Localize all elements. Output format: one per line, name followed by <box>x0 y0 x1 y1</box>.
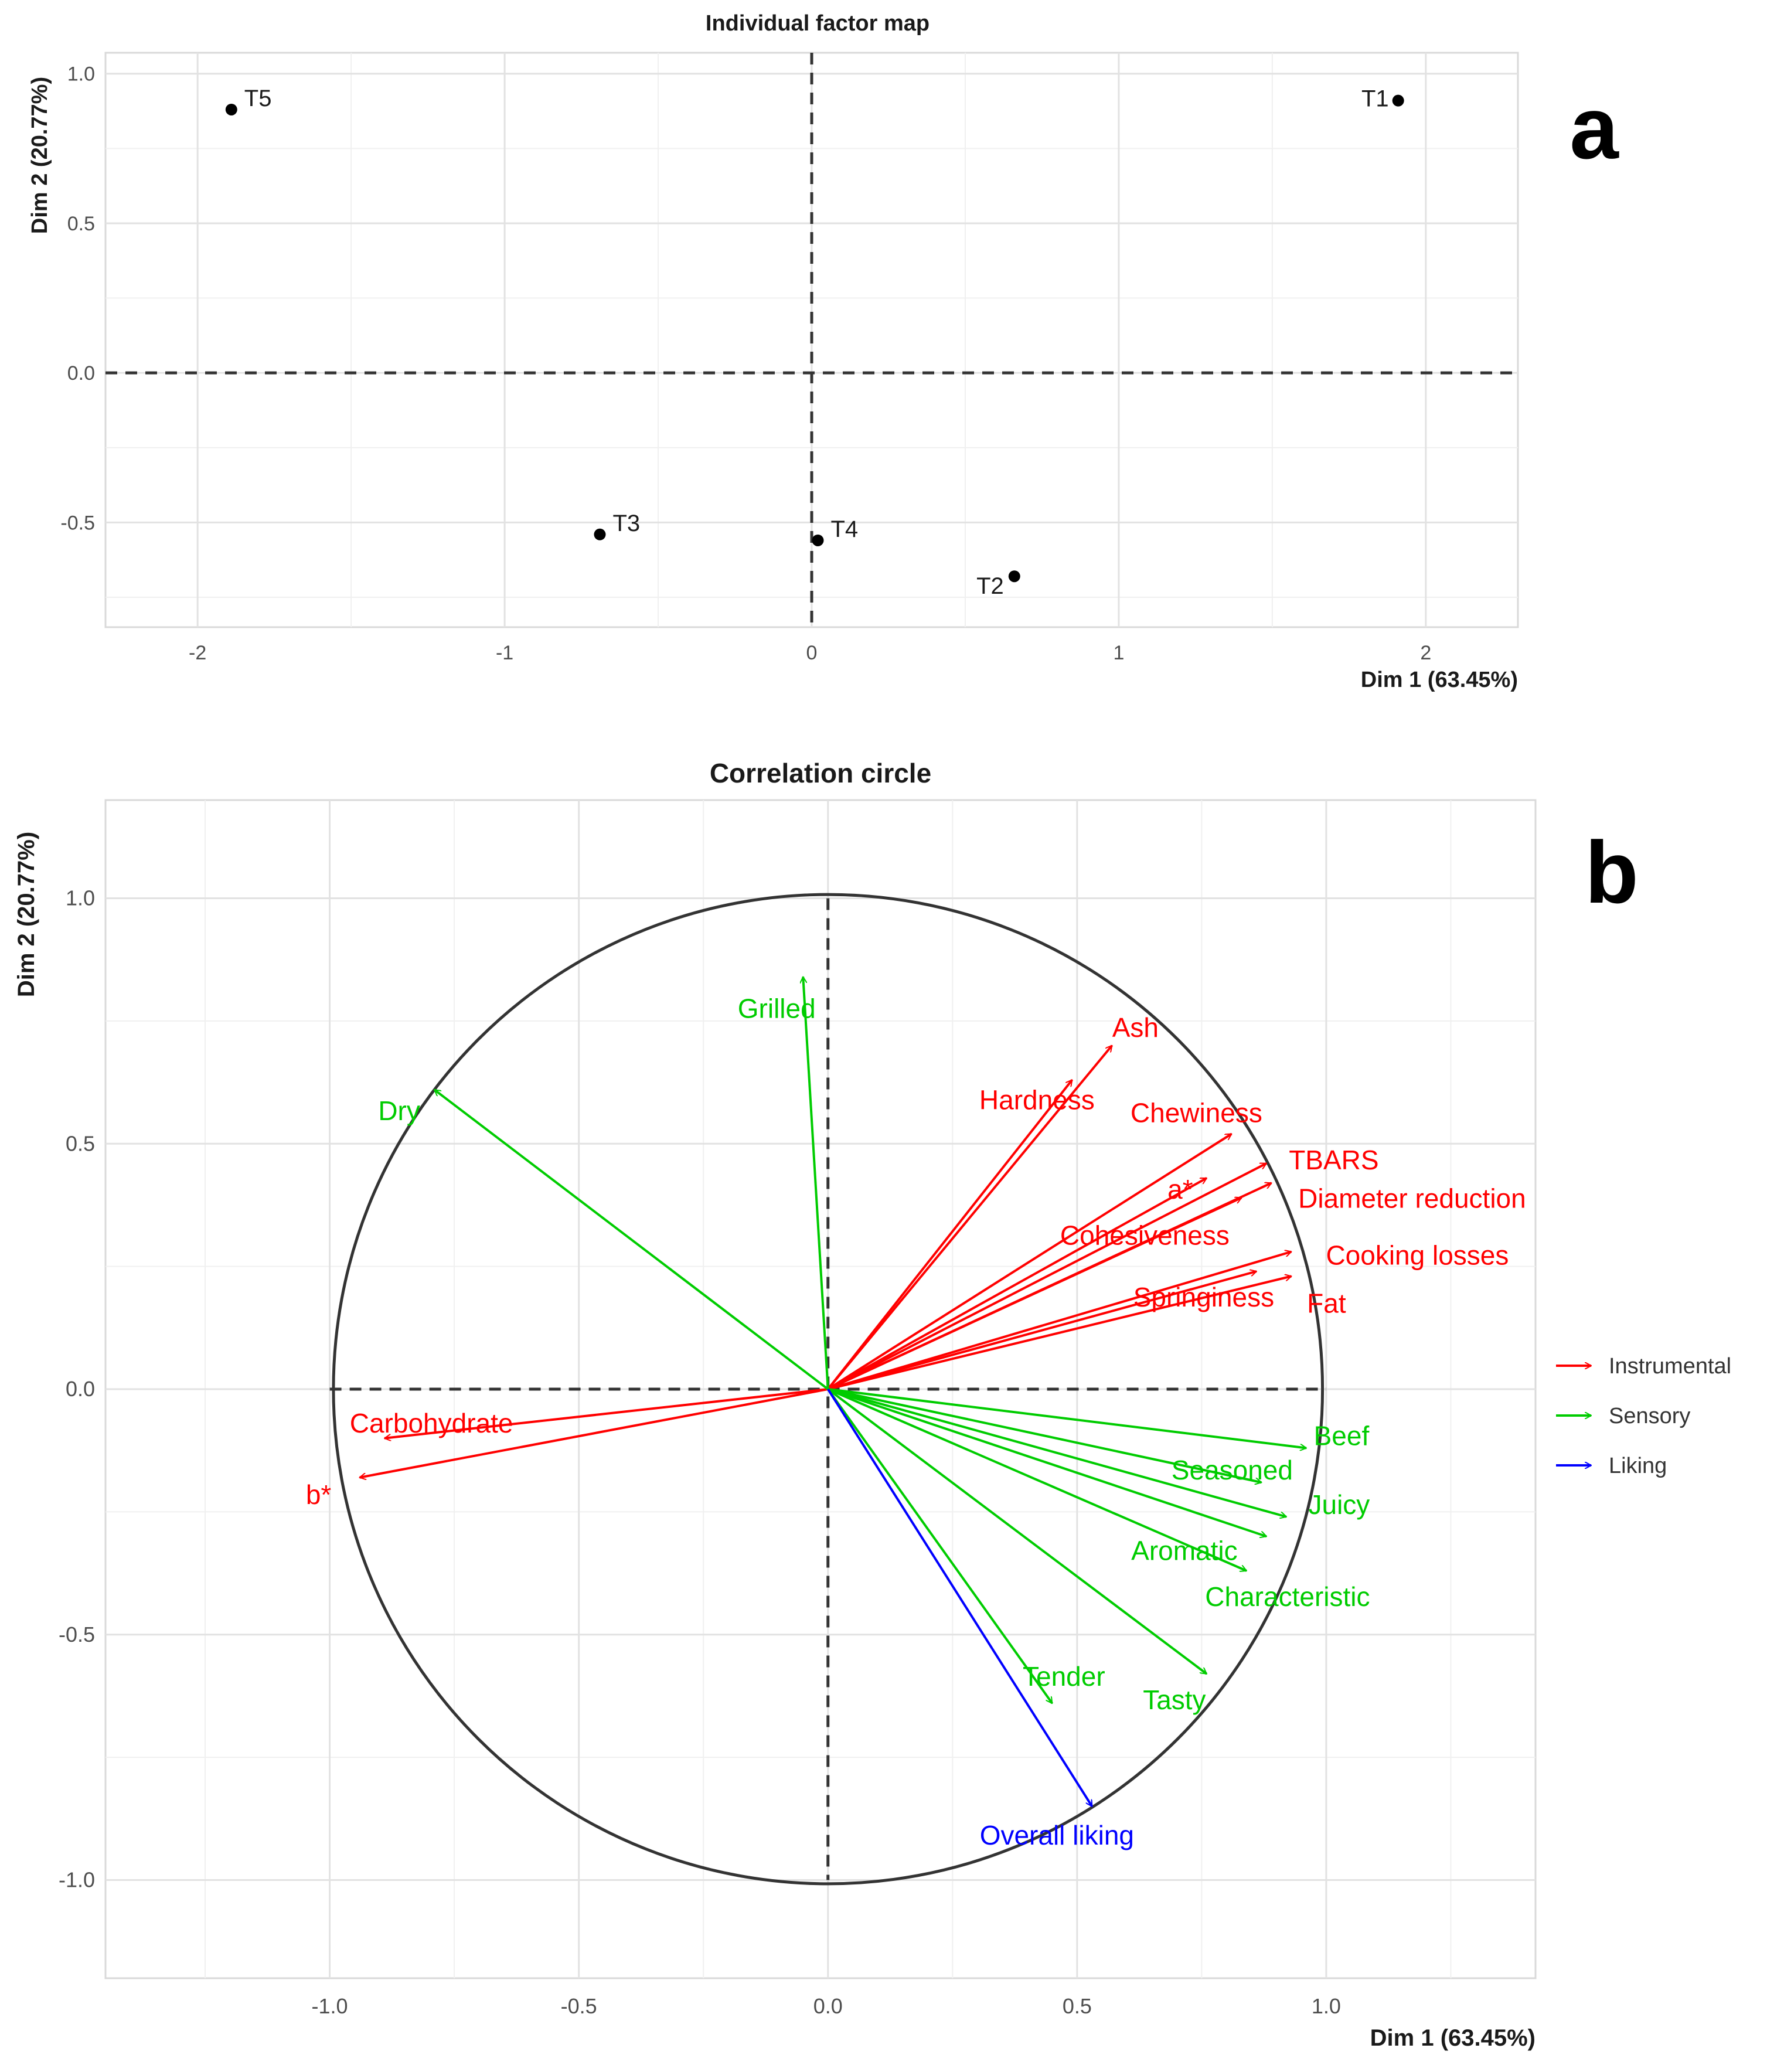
vector-label-b: b* <box>306 1479 332 1510</box>
panel-b-x-ticks: -1.0 -0.5 0.0 0.5 1.0 <box>312 1994 1341 2018</box>
x-tick-label: 0.5 <box>1063 1994 1092 2018</box>
vector-tender <box>827 1388 1053 1703</box>
x-tick-label: 1.0 <box>1312 1994 1341 2018</box>
vector-label-beef: Beef <box>1314 1421 1370 1451</box>
panel-a-y-axis-title: Dim 2 (20.77%) <box>28 77 52 234</box>
individual-factor-map: Individual factor map -2 -1 0 1 2 -0.5 0.0 0.5… <box>28 11 1619 692</box>
vector-springiness <box>828 1271 1257 1390</box>
vector-dry <box>434 1088 829 1390</box>
vector-fat <box>828 1276 1292 1390</box>
correlation-circle: Correlation circle -1.0 -0.5 0.0 0.5 1.0 -1.… <box>13 758 1731 2051</box>
x-tick-label: -1.0 <box>312 1994 348 2018</box>
point-t3 <box>594 528 606 540</box>
vector-label-cooking-losses: Cooking losses <box>1326 1240 1509 1271</box>
x-tick-label: -0.5 <box>561 1994 597 2018</box>
vector-tbars <box>827 1162 1266 1390</box>
vector-label-fat: Fat <box>1307 1288 1346 1318</box>
x-tick-label: 1 <box>1113 642 1124 664</box>
x-tick-label: 0.0 <box>813 1994 843 2018</box>
vector-label-dry: Dry <box>378 1095 420 1126</box>
unit-circle <box>332 893 1325 1886</box>
point-t5 <box>225 103 237 115</box>
panel-b-x-axis-title: Dim 1 (63.45%) <box>1370 2025 1536 2051</box>
legend-label-liking: Liking <box>1609 1454 1667 1478</box>
vector-label-ash: Ash <box>1112 1012 1159 1043</box>
x-tick-label: -2 <box>189 642 206 664</box>
y-tick-label: 0.0 <box>66 1377 95 1401</box>
vector-label-overall-liking: Overall liking <box>980 1820 1134 1850</box>
vector-grilled <box>803 977 829 1390</box>
panel-a-grid <box>105 53 1518 627</box>
vector-hardness <box>827 1080 1073 1390</box>
y-tick-label: 0.0 <box>67 362 95 385</box>
panel-b-y-axis-title: Dim 2 (20.77%) <box>13 832 39 997</box>
point-label-t3: T3 <box>613 511 641 536</box>
vector-label-seasoned: Seasoned <box>1172 1455 1293 1485</box>
panel-a-points: T1 T2 T3 T4 T5 <box>225 86 1404 599</box>
y-tick-label: -0.5 <box>60 512 95 534</box>
y-tick-label: -0.5 <box>59 1622 95 1646</box>
x-tick-label: 0 <box>806 642 818 664</box>
vector-label-characteristic: Characteristic <box>1205 1581 1370 1612</box>
y-tick-label: 1.0 <box>67 63 95 86</box>
vector-label-carbohydrate: Carbohydrate <box>350 1408 513 1438</box>
vector-label-juicy: Juicy <box>1309 1489 1370 1520</box>
y-tick-label: 1.0 <box>66 886 95 910</box>
vector-seasoned <box>828 1388 1262 1482</box>
vector-b <box>360 1388 829 1478</box>
vector-label-hardness: Hardness <box>979 1084 1095 1115</box>
panel-a-x-axis-title: Dim 1 (63.45%) <box>1361 668 1518 692</box>
vector-label-tender: Tender <box>1023 1661 1105 1692</box>
vector-beef <box>828 1388 1306 1448</box>
y-tick-label: 0.5 <box>67 213 95 235</box>
y-tick-label: -1.0 <box>59 1868 95 1892</box>
point-label-t4: T4 <box>830 516 858 542</box>
vector-cohesiveness <box>827 1197 1242 1390</box>
panel-a-x-ticks: -2 -1 0 1 2 <box>189 642 1431 664</box>
panel-b-title: Correlation circle <box>710 758 931 788</box>
legend: Instrumental Sensory Liking <box>1556 1354 1731 1478</box>
panel-a-y-ticks: -0.5 0.0 0.5 1.0 <box>60 63 95 535</box>
panel-a-letter: a <box>1569 79 1619 177</box>
vector-aromatic <box>828 1388 1266 1536</box>
vector-label-grilled: Grilled <box>738 994 816 1024</box>
vector-tasty <box>827 1388 1207 1675</box>
vector-characteristic <box>827 1388 1247 1571</box>
vector-label-tbars: TBARS <box>1289 1145 1378 1175</box>
vector-label-diameter-reduction: Diameter reduction <box>1298 1183 1526 1213</box>
x-tick-label: 2 <box>1420 642 1431 664</box>
vector-label-cohesiveness: Cohesiveness <box>1060 1220 1230 1250</box>
vector-label-tasty: Tasty <box>1143 1685 1206 1715</box>
point-label-t5: T5 <box>244 86 272 111</box>
point-t4 <box>812 534 824 546</box>
vector-carbohydrate <box>384 1388 828 1438</box>
vector-chewiness <box>827 1132 1232 1390</box>
vector-a <box>827 1177 1207 1390</box>
x-tick-label: -1 <box>496 642 513 664</box>
vector-cooking-losses <box>828 1252 1292 1390</box>
panel-a-title: Individual factor map <box>706 11 930 36</box>
vector-ash <box>827 1046 1113 1390</box>
panel-a-reference-lines <box>105 53 1518 627</box>
vector-label-a: a* <box>1167 1174 1193 1205</box>
vector-label-chewiness: Chewiness <box>1131 1098 1262 1128</box>
y-tick-label: 0.5 <box>66 1131 95 1155</box>
panel-b-y-ticks: -1.0 -0.5 0.0 0.5 1.0 <box>59 886 95 1892</box>
vector-juicy <box>828 1388 1286 1517</box>
vector-label-aromatic: Aromatic <box>1131 1535 1237 1566</box>
legend-label-sensory: Sensory <box>1609 1404 1690 1428</box>
point-label-t1: T1 <box>1361 86 1389 112</box>
point-t1 <box>1392 94 1404 107</box>
point-label-t2: T2 <box>976 573 1004 599</box>
legend-label-instrumental: Instrumental <box>1609 1354 1731 1379</box>
point-t2 <box>1008 570 1020 583</box>
panel-b-vectors: Ash Hardness Chewiness a* TBARS Diameter redu… <box>306 977 1526 1850</box>
panel-b-letter: b <box>1585 823 1639 921</box>
vector-overall-liking <box>827 1388 1094 1806</box>
